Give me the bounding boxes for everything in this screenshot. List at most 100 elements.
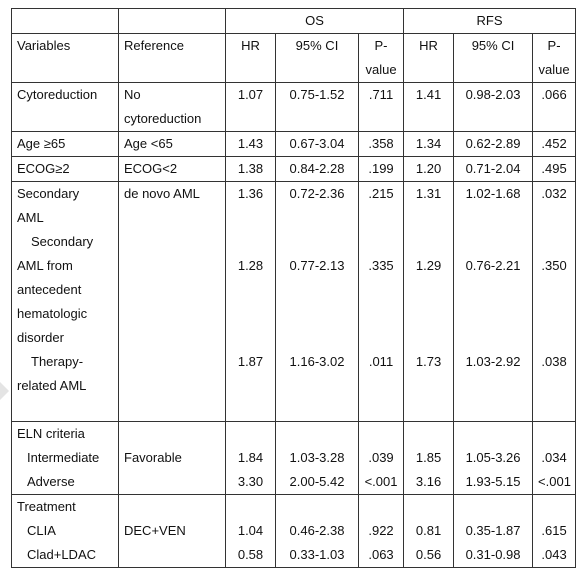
value-line: 1.16-3.02 (289, 354, 345, 369)
rfs-p-cell: .615 .043 (532, 494, 577, 568)
rfs-ci-header: 95% CI (453, 33, 534, 83)
p-header-line: value (538, 62, 570, 77)
os-ci-cell: 0.75-1.52 (275, 82, 359, 132)
reference-line: Favorable (124, 450, 182, 465)
value-line: .615 (541, 523, 567, 538)
variable-line: Secondary (31, 234, 94, 249)
os-ci-cell: 0.72-2.36 0.77-2.13 1.16-3.02 (275, 181, 359, 422)
value-line: .039 (368, 450, 394, 465)
value-line: .034 (541, 450, 567, 465)
value-line: 0.76-2.21 (465, 258, 521, 273)
os-ci-cell: 1.03-3.28 2.00-5.42 (275, 421, 359, 495)
variable-line: CLIA (27, 523, 56, 538)
os-p-cell: .215 .335 .011 (357, 181, 405, 422)
os-ci-cell: 0.67-3.04 (275, 131, 359, 157)
spacer (459, 206, 527, 254)
value-line: .215 (368, 186, 394, 201)
variable-cell: Treatment CLIA Clad+LDAC (11, 494, 119, 568)
os-p-cell: .039 <.001 (357, 421, 405, 495)
os-p-header: P- value (357, 33, 405, 83)
variable-line: disorder (17, 330, 64, 345)
reference-line: DEC+VEN (124, 523, 186, 538)
variable-line: AML (17, 210, 44, 225)
spacer (409, 206, 448, 254)
value-line: 1.84 (237, 450, 264, 465)
rfs-hr-cell: 1.34 (403, 131, 455, 157)
spacer (538, 278, 570, 350)
value-line: 0.72-2.36 (289, 186, 345, 201)
value-line: 1.36 (237, 186, 264, 201)
value-line: 0.77-2.13 (289, 258, 345, 273)
value-line: 0.56 (415, 547, 442, 562)
spacer (538, 206, 570, 254)
variable-line: Treatment (17, 499, 76, 514)
spacer (124, 496, 220, 520)
value-line: 1.93-5.15 (465, 474, 521, 489)
os-hr-cell: 1.38 (225, 156, 276, 182)
os-hr-cell: 1.84 3.30 (225, 421, 276, 495)
os-hr-cell: 1.07 (225, 82, 276, 132)
spacer (124, 423, 220, 447)
rfs-ci-cell: 0.62-2.89 (453, 131, 534, 157)
value-line: 1.73 (415, 354, 442, 369)
spacer (281, 423, 353, 447)
table-row: Cytoreduction No cytoreduction 1.07 0.75… (11, 82, 577, 132)
value-line: 1.03-3.28 (289, 450, 345, 465)
value-line: 1.05-3.26 (465, 450, 521, 465)
spacer (409, 423, 448, 447)
value-line: 1.03-2.92 (465, 354, 521, 369)
variable-line: AML from (17, 258, 73, 273)
reference-cell: Favorable (118, 421, 226, 495)
value-line: 0.81 (415, 523, 442, 538)
spacer (409, 278, 448, 350)
os-hr-header: HR (225, 33, 276, 83)
empty-header-cell (11, 8, 119, 34)
spacer (364, 206, 398, 254)
value-line: 1.02-1.68 (465, 186, 521, 201)
rfs-ci-cell: 0.35-1.87 0.31-0.98 (453, 494, 534, 568)
value-line: 0.58 (237, 547, 264, 562)
table-row: Age ≥65 Age <65 1.43 0.67-3.04 .358 1.34… (11, 131, 577, 157)
variables-header: Variables (11, 33, 119, 83)
os-hr-cell: 1.43 (225, 131, 276, 157)
os-hr-cell: 1.04 0.58 (225, 494, 276, 568)
spacer (281, 278, 353, 350)
rfs-hr-cell: 1.31 1.29 1.73 (403, 181, 455, 422)
os-p-cell: .358 (357, 131, 405, 157)
variable-line: Intermediate (27, 450, 100, 465)
value-line: 1.87 (237, 354, 264, 369)
variable-cell: ELN criteria Intermediate Adverse (11, 421, 119, 495)
value-line: 3.30 (237, 474, 264, 489)
p-header-line: value (365, 62, 397, 77)
spacer (364, 278, 398, 350)
os-p-cell: .922 .063 (357, 494, 405, 568)
reference-cell: Age <65 (118, 131, 226, 157)
variable-line: Clad+LDAC (27, 547, 97, 562)
rfs-p-cell: .032 .350 .038 (532, 181, 577, 422)
value-line: .063 (368, 547, 394, 562)
os-p-cell: .711 (357, 82, 405, 132)
value-line: 0.35-1.87 (465, 523, 521, 538)
spacer (459, 423, 527, 447)
spacer (459, 278, 527, 350)
spacer (409, 496, 448, 520)
value-line: 0.33-1.03 (289, 547, 345, 562)
variable-line: Secondary (17, 186, 80, 201)
spacer (538, 496, 570, 520)
os-p-cell: .199 (357, 156, 405, 182)
spacer (538, 423, 570, 447)
reference-cell: de novo AML (118, 181, 226, 422)
os-ci-cell: 0.46-2.38 0.33-1.03 (275, 494, 359, 568)
variable-line: Therapy- (31, 354, 84, 369)
rfs-ci-cell: 1.05-3.26 1.93-5.15 (453, 421, 534, 495)
os-ci-header: 95% CI (275, 33, 359, 83)
table-row: ECOG≥2 ECOG<2 1.38 0.84-2.28 .199 1.20 0… (11, 156, 577, 182)
value-line: .922 (368, 523, 394, 538)
value-line: 1.31 (415, 186, 442, 201)
rfs-ci-cell: 0.71-2.04 (453, 156, 534, 182)
spacer (459, 496, 527, 520)
spacer (281, 496, 353, 520)
table-row: ELN criteria Intermediate Adverse Favora… (11, 421, 577, 495)
reference-header: Reference (118, 33, 226, 83)
rfs-hr-cell: 0.81 0.56 (403, 494, 455, 568)
